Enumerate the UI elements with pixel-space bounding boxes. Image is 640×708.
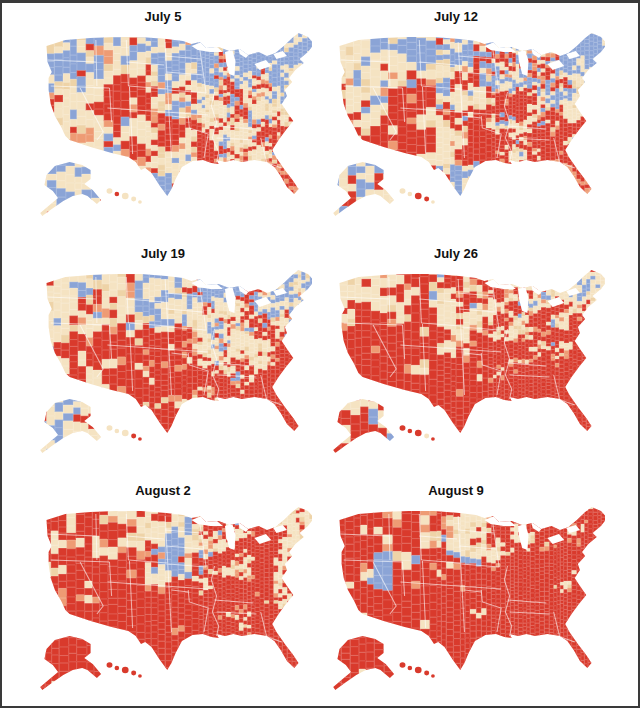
map-title: August 2 (23, 483, 303, 498)
map-panel: August 9 (329, 474, 609, 708)
map-title: August 9 (316, 483, 596, 498)
us-county-map-canvas (329, 502, 605, 692)
map-panel: July 12 (329, 0, 609, 237)
us-county-map-canvas (36, 502, 312, 692)
us-county-map-canvas (329, 28, 605, 218)
map-panel: July 19 (36, 237, 316, 474)
map-panel: August 2 (36, 474, 316, 708)
us-county-map-canvas (329, 265, 605, 455)
map-panel: July 5 (36, 0, 316, 237)
map-title: July 19 (23, 246, 303, 261)
us-county-map-canvas (36, 265, 312, 455)
us-county-map-canvas (36, 28, 312, 218)
map-title: July 26 (316, 246, 596, 261)
map-panel: July 26 (329, 237, 609, 474)
map-title: July 5 (23, 9, 303, 24)
map-title: July 12 (316, 9, 596, 24)
